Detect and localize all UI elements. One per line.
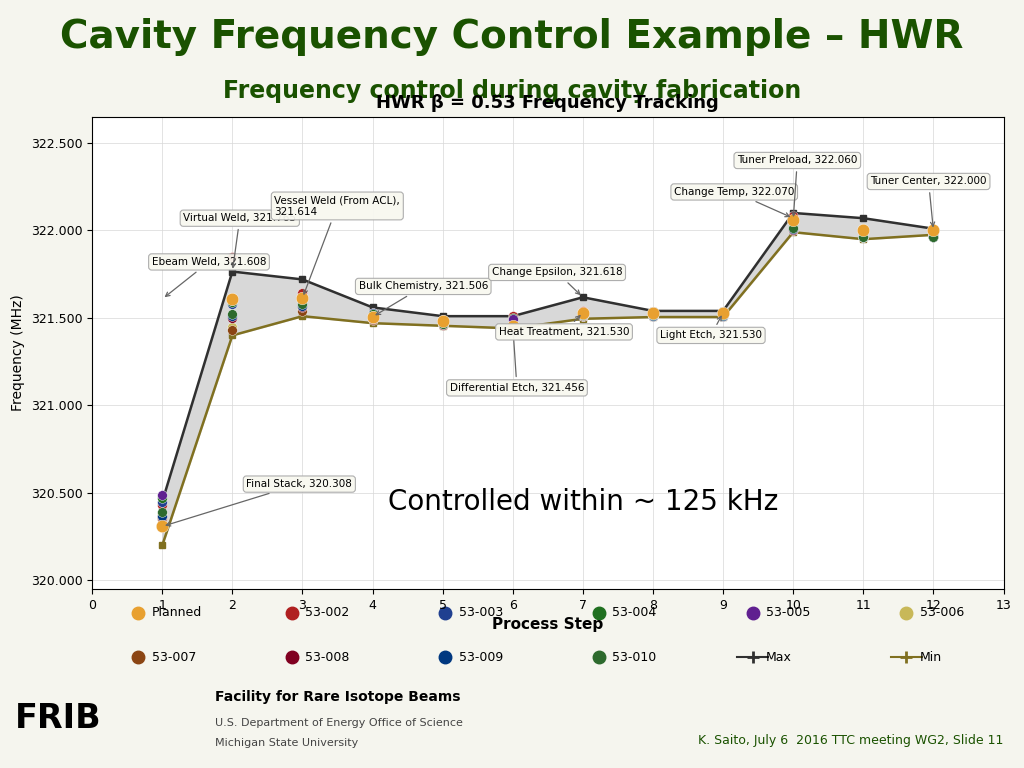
Text: Facility for Rare Isotope Beams: Facility for Rare Isotope Beams <box>215 690 461 704</box>
Text: Cavity Frequency Control Example – HWR: Cavity Frequency Control Example – HWR <box>60 18 964 56</box>
Text: 53-007: 53-007 <box>152 650 196 664</box>
Text: Final Stack, 320.308: Final Stack, 320.308 <box>166 479 352 526</box>
Text: Heat Treatment, 321.530: Heat Treatment, 321.530 <box>499 316 630 337</box>
Text: Change Epsilon, 321.618: Change Epsilon, 321.618 <box>492 267 623 294</box>
Text: Tuner Center, 322.000: Tuner Center, 322.000 <box>870 177 987 227</box>
Text: 53-006: 53-006 <box>920 607 964 619</box>
Text: Controlled within ~ 125 kHz: Controlled within ~ 125 kHz <box>388 488 778 515</box>
Text: Differential Etch, 321.456: Differential Etch, 321.456 <box>450 329 585 393</box>
Text: Change Temp, 322.070: Change Temp, 322.070 <box>674 187 795 217</box>
Text: Tuner Preload, 322.060: Tuner Preload, 322.060 <box>737 155 857 216</box>
Text: Min: Min <box>920 650 942 664</box>
Text: 53-005: 53-005 <box>766 607 810 619</box>
Text: Ebeam Weld, 321.608: Ebeam Weld, 321.608 <box>152 257 266 296</box>
Text: Bulk Chemistry, 321.506: Bulk Chemistry, 321.506 <box>358 281 487 315</box>
Text: 53-008: 53-008 <box>305 650 349 664</box>
Text: FRIB: FRIB <box>15 702 102 735</box>
Text: Vessel Weld (From ACL),
321.614: Vessel Weld (From ACL), 321.614 <box>274 195 400 294</box>
Text: 53-010: 53-010 <box>612 650 656 664</box>
X-axis label: Process Step: Process Step <box>493 617 603 632</box>
Text: Light Etch, 321.530: Light Etch, 321.530 <box>660 316 762 340</box>
Text: Virtual Weld, 321.765: Virtual Weld, 321.765 <box>183 214 296 267</box>
Title: HWR β = 0.53 Frequency Tracking: HWR β = 0.53 Frequency Tracking <box>377 94 719 112</box>
Text: 53-003: 53-003 <box>459 607 503 619</box>
Text: Frequency control during cavity fabrication: Frequency control during cavity fabricat… <box>223 79 801 103</box>
Text: 53-004: 53-004 <box>612 607 656 619</box>
Text: 53-009: 53-009 <box>459 650 503 664</box>
Text: U.S. Department of Energy Office of Science: U.S. Department of Energy Office of Scie… <box>215 717 463 728</box>
Text: 53-002: 53-002 <box>305 607 349 619</box>
Text: Planned: Planned <box>152 607 202 619</box>
Text: K. Saito, July 6  2016 TTC meeting WG2, Slide 11: K. Saito, July 6 2016 TTC meeting WG2, S… <box>698 734 1004 747</box>
Y-axis label: Frequency (MHz): Frequency (MHz) <box>11 294 26 412</box>
Text: Max: Max <box>766 650 792 664</box>
Text: Michigan State University: Michigan State University <box>215 737 358 747</box>
